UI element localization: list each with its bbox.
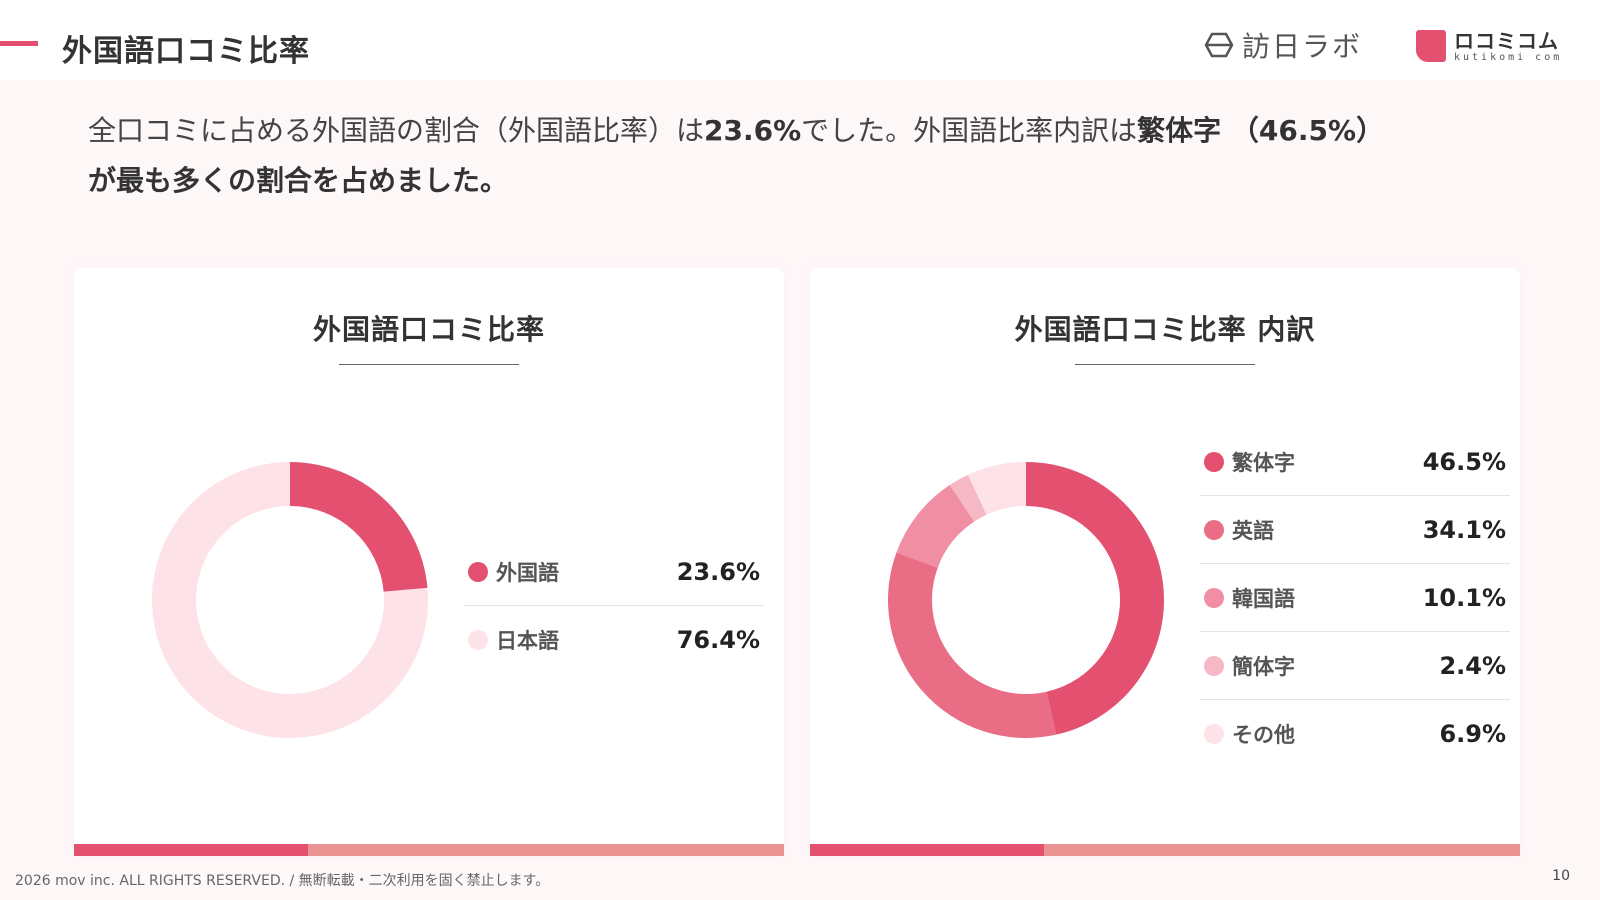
summary-line-2-text: が最も多くの割合を占めました。	[88, 164, 509, 197]
legend-label: その他	[1232, 723, 1295, 747]
legend-value: 34.1%	[1422, 515, 1506, 544]
card-bottom-bar-accent	[74, 844, 309, 856]
donut-slice-1	[290, 462, 428, 592]
foreign-ratio-donut-chart	[152, 462, 428, 738]
legend-color-dot	[1204, 724, 1224, 744]
card-title: 外国語口コミ比率 内訳	[1014, 313, 1316, 346]
legend-label: 簡体字	[1232, 654, 1295, 679]
houni-lab-logo: 訪日ラボ	[1204, 28, 1363, 63]
legend-value: 6.9%	[1439, 720, 1506, 748]
legend-item: 簡体字 2.4%	[1200, 632, 1510, 700]
card-bottom-bar-accent	[810, 844, 1045, 856]
donut-slice-2	[152, 462, 428, 738]
legend-color-dot	[1204, 451, 1224, 472]
page-title: 外国語口コミ比率	[62, 34, 310, 69]
header-accent-bar	[0, 41, 38, 46]
foreign-breakdown-donut-chart	[888, 462, 1164, 738]
foreign-ratio-legend: 外国語 23.6% 日本語 76.4%	[464, 538, 764, 674]
donut-slice-1	[1026, 462, 1164, 735]
summary-text: 全口コミに占める外国語の割合（外国語比率）は23.6%でした。外国語比率内訳は繁…	[88, 106, 1528, 206]
legend-item: 英語 34.1%	[1200, 496, 1510, 564]
card-title: 外国語口コミ比率	[312, 313, 545, 346]
kutikomi-wordmark: ロコミコム	[1454, 29, 1559, 53]
foreign-breakdown-legend: 繁体字 46.5% 英語 34.1% 韓国語 10.1% 簡体字 2.4% その他 6.9%	[1200, 428, 1510, 768]
donut-slice-5	[968, 462, 1026, 515]
kutikomi-sub-wordmark: kutikomi com	[1454, 52, 1563, 63]
legend-value: 2.4%	[1439, 651, 1506, 680]
legend-value: 46.5%	[1422, 447, 1506, 476]
donut-slice-2	[888, 552, 1057, 738]
legend-label: 繁体字	[1232, 450, 1295, 475]
legend-label: 外国語	[496, 560, 559, 585]
legend-color-dot	[468, 561, 488, 582]
summary-part-2: でした。外国語比率内訳は	[801, 114, 1138, 147]
page-number: 10	[1552, 868, 1570, 884]
legend-item: その他 6.9%	[1200, 700, 1510, 768]
donut-slice-3	[896, 484, 975, 568]
legend-item: 日本語 76.4%	[464, 606, 764, 674]
header: 外国語口コミ比率 訪日ラボ ロコミコム kutikomi com	[0, 0, 1600, 80]
card-title-underline	[1075, 364, 1255, 365]
card-bottom-bar	[810, 844, 1520, 856]
legend-label: 日本語	[496, 629, 559, 653]
kutikomi-logo: ロコミコム kutikomi com	[1416, 30, 1562, 64]
card-bottom-bar-secondary	[308, 844, 784, 856]
legend-item: 繁体字 46.5%	[1200, 428, 1510, 496]
legend-label: 英語	[1232, 518, 1274, 543]
summary-highlight-ratio: 23.6%	[704, 114, 802, 147]
legend-color-dot	[468, 630, 488, 650]
legend-item: 外国語 23.6%	[464, 538, 764, 606]
summary-line-2: が最も多くの割合を占めました。	[88, 156, 1528, 206]
summary-highlight-top-language: 繁体字	[1137, 114, 1222, 147]
card-bottom-bar-secondary	[1044, 844, 1520, 856]
legend-value: 76.4%	[676, 626, 760, 654]
legend-label: 韓国語	[1232, 586, 1295, 611]
legend-color-dot	[1204, 587, 1224, 608]
card-title-underline	[339, 364, 519, 365]
legend-value: 23.6%	[676, 557, 760, 586]
legend-item: 韓国語 10.1%	[1200, 564, 1510, 632]
legend-color-dot	[1204, 655, 1224, 676]
card-bottom-bar	[74, 844, 784, 856]
foreign-ratio-card: 外国語口コミ比率 外国語 23.6% 日本語 76.4%	[74, 268, 784, 856]
legend-value: 10.1%	[1422, 583, 1506, 612]
houni-lab-icon	[1204, 32, 1234, 58]
foreign-breakdown-card: 外国語口コミ比率 内訳 繁体字 46.5% 英語 34.1% 韓国語 10.1% 簡体字 2.…	[810, 268, 1520, 856]
kutikomi-mark-icon	[1416, 30, 1446, 62]
summary-part-1: 全口コミに占める外国語の割合（外国語比率）は	[88, 114, 705, 147]
summary-part-3: （46.5%）	[1221, 114, 1385, 147]
summary-line-1: 全口コミに占める外国語の割合（外国語比率）は23.6%でした。外国語比率内訳は繁…	[88, 106, 1528, 156]
legend-color-dot	[1204, 519, 1224, 540]
donut-slice-4	[949, 474, 987, 522]
footer-copyright: 2026 mov inc. ALL RIGHTS RESERVED. / 無断転…	[15, 873, 550, 889]
houni-lab-wordmark: 訪日ラボ	[1242, 30, 1363, 63]
